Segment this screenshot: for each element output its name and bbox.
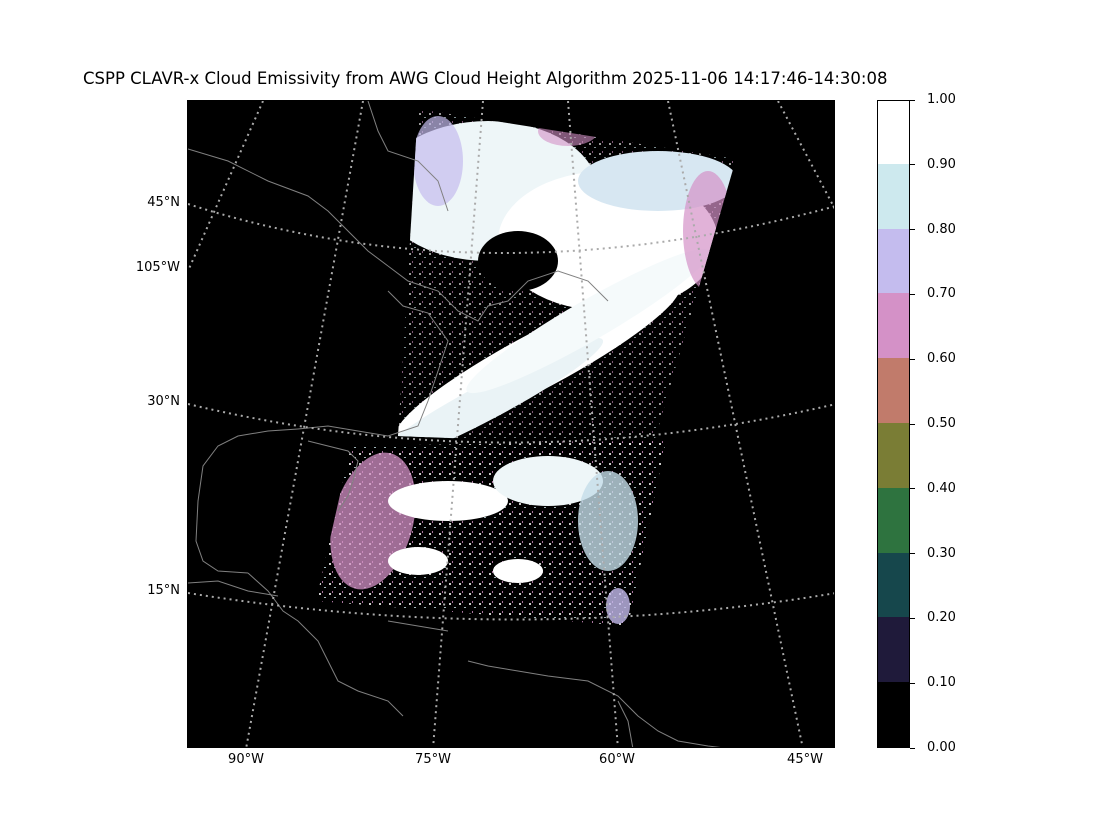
colorbar-segment bbox=[878, 617, 909, 683]
colorbar-tick-label: 0.70 bbox=[927, 286, 956, 302]
colorbar-tick-label: 0.40 bbox=[927, 480, 956, 496]
lon-label-60w: 60°W bbox=[599, 752, 635, 767]
colorbar-tick-label: 0.50 bbox=[927, 416, 956, 431]
colorbar-tick-label: 0.30 bbox=[927, 545, 956, 561]
colorbar-segment bbox=[878, 293, 909, 359]
lat-label-105w: 105°W bbox=[135, 260, 180, 275]
colorbar-tick-label: 0.10 bbox=[927, 675, 956, 691]
colorbar-tick-label: 0.90 bbox=[927, 156, 956, 172]
colorbar-tick-label: 0.20 bbox=[927, 610, 956, 626]
lon-label-90w: 90°W bbox=[228, 752, 264, 767]
colorbar-segment bbox=[878, 228, 909, 294]
colorbar bbox=[877, 100, 910, 748]
colorbar-segment bbox=[878, 682, 909, 747]
colorbar-tick-label: 0.00 bbox=[927, 740, 956, 755]
colorbar-tick bbox=[910, 358, 915, 360]
lat-label-30n: 30°N bbox=[147, 394, 180, 409]
colorbar-tick bbox=[910, 293, 915, 295]
colorbar-segment bbox=[878, 423, 909, 488]
lon-label-75w: 75°W bbox=[415, 752, 451, 767]
colorbar-segment bbox=[878, 487, 909, 553]
coastlines bbox=[188, 101, 721, 747]
colorbar-segment bbox=[878, 101, 909, 164]
lon-label-45w: 45°W bbox=[787, 752, 823, 767]
colorbar-segment bbox=[878, 163, 909, 229]
colorbar-tick bbox=[910, 229, 915, 231]
colorbar-tick-label: 0.60 bbox=[927, 351, 956, 367]
colorbar-tick bbox=[910, 747, 915, 749]
colorbar-tick bbox=[910, 99, 915, 101]
lat-label-45n: 45°N bbox=[147, 195, 180, 210]
colorbar-tick bbox=[910, 488, 915, 490]
map-canvas bbox=[188, 101, 834, 747]
cloud-swath-south bbox=[316, 441, 666, 626]
graticule bbox=[188, 101, 834, 747]
colorbar-tick bbox=[910, 682, 915, 684]
cloud-swath-north bbox=[398, 109, 736, 446]
colorbar-tick bbox=[910, 617, 915, 619]
colorbar-tick-label: 1.00 bbox=[927, 92, 956, 107]
colorbar-segment bbox=[878, 552, 909, 618]
lat-label-15n: 15°N bbox=[147, 583, 180, 598]
chart-title: CSPP CLAVR-x Cloud Emissivity from AWG C… bbox=[83, 69, 888, 88]
colorbar-tick bbox=[910, 164, 915, 166]
colorbar-tick bbox=[910, 423, 915, 425]
colorbar-tick-label: 0.80 bbox=[927, 221, 956, 237]
colorbar-tick bbox=[910, 553, 915, 555]
colorbar-segment bbox=[878, 358, 909, 423]
satellite-map[interactable] bbox=[187, 100, 835, 748]
